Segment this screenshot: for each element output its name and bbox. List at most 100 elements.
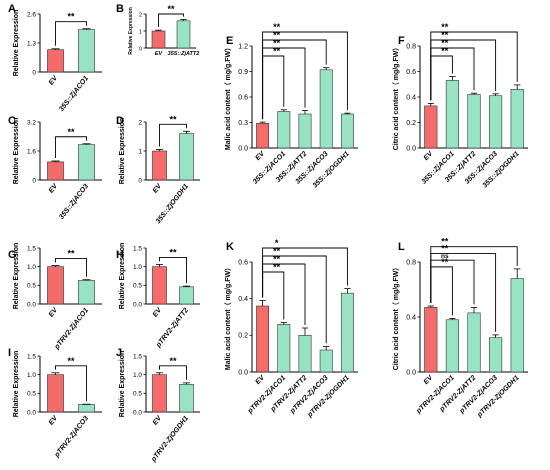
y-tick-label: 1.5 [27,353,36,360]
y-tick-label: 0.9 [238,69,248,76]
x-tick-label: EV [254,374,266,386]
y-tick-label: 1.0 [133,264,142,271]
significance-label: ** [67,249,75,259]
chart-panel-i: I Relative Expression 0.0 0.5 1.0 1.5 EVpTRV2-… [8,347,102,460]
y-tick-label: 1.5 [27,245,36,252]
y-tick-label: 0.5 [133,391,142,398]
y-tick-label: 0.6 [238,94,248,101]
y-tick-label: 1 [138,148,142,155]
y-tick-label: 0.0 [406,145,416,152]
significance-bracket [55,258,87,277]
x-tick-label: pTRV2-ZjATT2 [269,374,308,413]
x-tick-label: 35S::ZjACO3 [58,183,90,221]
bar [47,49,64,73]
significance-bracket [262,31,348,120]
y-tick-label: 1.3 [27,40,36,47]
bar [277,324,291,373]
x-tick-label: pTRV2-ZjACO1 [53,307,90,352]
panel-letter: E [226,35,233,47]
significance-bracket [159,123,187,147]
y-tick-label: 0.3 [238,120,248,127]
bar [78,29,95,73]
x-tick-label: EV [423,374,435,386]
significance-label: ** [67,127,75,137]
bar [467,312,481,373]
y-tick-label: 0 [139,46,142,52]
bar [467,94,481,149]
y-tick-label: 0.0 [133,409,142,416]
x-tick-label: EV [48,182,60,195]
significance-label: ** [441,30,449,40]
y-tick-label: 3.2 [27,119,36,126]
panel-letter: G [8,249,17,261]
x-tick-label: EV [254,150,266,162]
significance-label: ** [273,30,281,40]
y-axis-label: Relative Expression [13,243,20,310]
chart-panel-k: K Malic acid content（ mg/g.FW） 0.0 0.2 0.4 0.… [224,238,358,419]
bar [176,20,191,49]
significance-label: ** [441,243,449,253]
bar [256,305,270,373]
bar [298,113,312,149]
x-tick-label: EV [423,150,435,162]
bar [277,111,291,149]
bar [298,335,312,373]
bar [179,133,194,181]
y-axis-label: Malic acid content（ mg/g.FW） [224,44,232,150]
y-tick-label: 2 [138,119,142,126]
y-tick-label: 0.5 [27,283,36,290]
y-tick-label: 0.6 [238,259,248,266]
bar [510,278,524,373]
y-tick-label: 0.0 [406,369,416,376]
x-tick-label: 35S::ZjATT2 [168,51,200,57]
y-tick-label: 1.6 [27,148,36,155]
y-axis-label: Relative Expression [13,351,20,418]
significance-label: ** [169,356,177,366]
x-tick-label: EV [152,414,164,427]
y-axis-label: Citric acid content（ mg/g.FW） [392,44,400,151]
bar [319,349,333,373]
significance-label: ** [441,237,449,247]
bar [424,105,438,149]
bar [47,266,64,305]
significance-label: ** [67,12,75,22]
x-tick-label: 35S::ZjACO1 [58,75,90,113]
bar [445,80,459,149]
significance-label: ** [273,246,281,256]
chart-panel-l: L Citric acid content（ mg/g.FW） 0.0 0.4 0.8 E… [392,237,528,419]
x-tick-label: EV [152,306,164,319]
y-tick-label: 0.8 [406,259,416,266]
bar [340,292,354,373]
y-tick-label: 0.0 [27,301,36,308]
y-tick-label: 0.2 [238,333,248,340]
significance-bracket [158,13,184,28]
bar [78,144,95,181]
significance-label: ** [169,247,177,257]
y-tick-label: 0.5 [133,283,142,290]
bar [510,89,524,149]
significance-label: ** [169,114,177,124]
significance-label: ** [167,4,175,14]
panel-letter: A [8,3,16,15]
bar [179,286,194,305]
x-tick-label: pTRV2-ZjOGDH1 [476,374,521,419]
bar [424,307,438,373]
y-tick-label: 0 [32,69,36,76]
x-tick-label: EV [48,414,60,427]
y-tick-label: 0 [138,177,142,184]
y-axis-label: Citric acid content（ mg/g.FW） [392,264,400,371]
y-tick-label: 0.0 [238,369,248,376]
bar [340,113,354,149]
bar [256,123,270,149]
significance-label: ** [273,46,281,56]
y-axis-label: Relative Expression [119,243,126,310]
y-tick-label: 1.2 [238,43,248,50]
x-tick-label: pTRV2-ZjOGDH1 [306,374,351,419]
y-axis-label: Relative Expression [119,351,126,418]
x-tick-label: EV [48,74,60,87]
y-tick-label: 2.6 [27,11,36,18]
